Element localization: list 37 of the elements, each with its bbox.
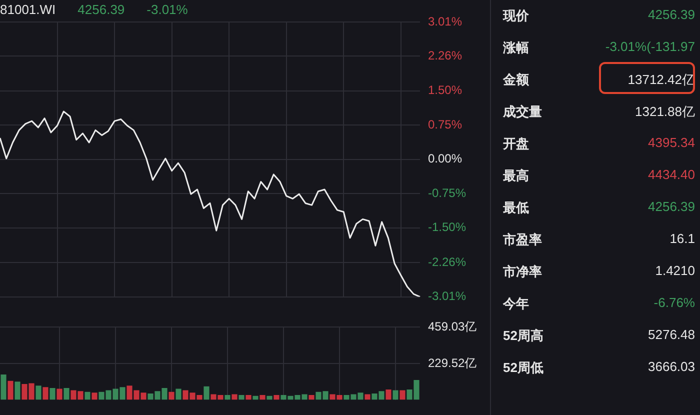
text: 4256.39	[78, 2, 125, 17]
text: 1.4210	[655, 263, 695, 278]
text: 市盈率	[503, 231, 542, 249]
text: 3666.03	[648, 359, 695, 374]
y-tick-label: -0.75%	[428, 186, 466, 200]
text: 今年	[503, 295, 529, 313]
text: -6.76%	[654, 295, 695, 310]
text: 最高	[503, 167, 529, 185]
text: -3.01%	[146, 2, 188, 17]
text: 5276.48	[648, 327, 695, 342]
chart-title: 81001.WI	[0, 2, 56, 17]
y-tick-label: 0.00%	[428, 152, 462, 166]
text: 4256.39	[648, 7, 695, 22]
text: 4395.34	[648, 135, 695, 150]
y-tick-label: 2.26%	[428, 48, 462, 63]
text: 52周低	[503, 359, 544, 377]
text: -3.01%(-131.97	[605, 39, 695, 54]
y-tick-label: 459.03亿	[428, 320, 477, 334]
text: 金额	[503, 71, 529, 89]
text: 开盘	[503, 135, 529, 153]
y-tick-label: 0.75%	[428, 117, 462, 132]
text: 最低	[503, 199, 529, 217]
y-tick-label: 1.50%	[428, 83, 462, 98]
y-tick-label: 229.52亿	[428, 356, 477, 370]
text: 现价	[503, 7, 529, 25]
text: 1321.88亿	[635, 103, 695, 121]
y-tick-label: -2.26%	[428, 254, 466, 269]
text: 4434.40	[648, 167, 695, 182]
y-tick-label: 3.01%	[428, 14, 462, 28]
text: 市净率	[503, 263, 542, 281]
y-tick-label: -3.01%	[428, 289, 466, 304]
text: 4256.39	[648, 199, 695, 214]
y-tick-label: -1.50%	[428, 220, 466, 234]
text: 52周高	[503, 327, 544, 345]
text: 16.1	[670, 231, 695, 246]
text: 成交量	[503, 103, 542, 121]
text: 涨幅	[503, 39, 529, 57]
